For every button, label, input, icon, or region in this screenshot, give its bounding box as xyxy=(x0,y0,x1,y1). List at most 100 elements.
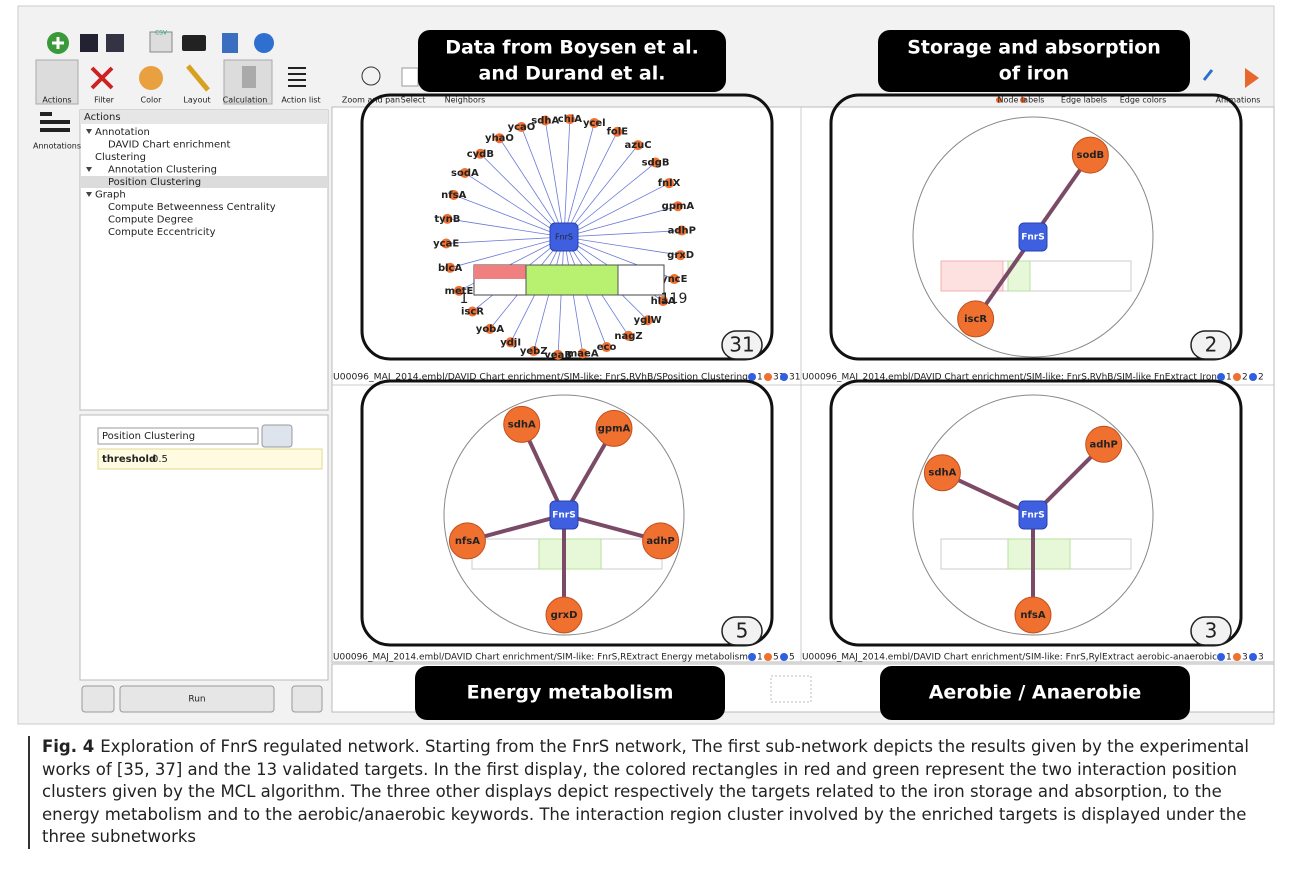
node-label: gpmA xyxy=(662,201,695,212)
badge-count: 31 xyxy=(729,333,754,357)
count-label: 3 xyxy=(1242,653,1248,663)
node-label: azuC xyxy=(625,140,652,151)
node-label: ycaE xyxy=(433,238,459,249)
path-label: U00096_MAJ_2014.embl/DAVID Chart enrichm… xyxy=(802,653,1217,663)
count-label: 2 xyxy=(1258,373,1264,383)
tree-group: Annotation xyxy=(95,127,150,138)
cluster-box xyxy=(1008,539,1070,569)
node-label: iscR xyxy=(461,306,484,317)
toolbar-label: Actions xyxy=(42,96,71,105)
node-label: ycel xyxy=(583,118,606,129)
center-label: FnrS xyxy=(1021,511,1044,521)
count-dot xyxy=(748,653,756,661)
count-dot xyxy=(1217,653,1225,661)
node-label: adhP xyxy=(1090,439,1118,450)
badge-count: 2 xyxy=(1205,333,1218,357)
node-label: yebZ xyxy=(520,346,548,357)
node-label: folE xyxy=(607,127,629,138)
callout-text: Storage and absorption xyxy=(907,37,1161,59)
node-label: nfsA xyxy=(1020,610,1045,621)
node-label: cydB xyxy=(467,149,494,160)
count-dot xyxy=(1249,373,1257,381)
node-label: sodA xyxy=(451,168,479,179)
toolbar-label: Color xyxy=(141,96,163,105)
node-label: sdhA xyxy=(531,115,559,126)
node-label: yobA xyxy=(476,324,505,335)
count-label: 5 xyxy=(789,653,795,663)
center-label: FnrS xyxy=(555,233,573,242)
toolbar-label: Filter xyxy=(94,96,115,105)
settings-button[interactable] xyxy=(262,425,292,447)
cluster-box xyxy=(526,265,618,295)
tree-item: Position Clustering xyxy=(108,177,201,188)
node-label: ydjI xyxy=(500,337,521,348)
tree-group: Graph xyxy=(95,190,126,201)
node-label: chiA xyxy=(558,114,582,125)
toolbar-label: Node labels xyxy=(998,96,1045,105)
node-label: fnlX xyxy=(658,178,681,189)
node-label: nfsA xyxy=(455,536,480,547)
node-label: sdhA xyxy=(508,419,536,430)
badge-count: 3 xyxy=(1205,619,1218,643)
count-label: 1 xyxy=(1226,373,1232,383)
node-label: adhP xyxy=(646,536,674,547)
screenshot: ActionsFilterColorLayoutCalculationActio… xyxy=(0,0,1292,730)
badge-count: 5 xyxy=(736,619,749,643)
count-dot xyxy=(780,653,788,661)
node-label: gpmA xyxy=(598,423,631,434)
count-dot xyxy=(748,373,756,381)
callout-text: Data from Boysen et al. xyxy=(445,37,699,59)
tree-group: Clustering xyxy=(95,152,146,163)
toolbar-label: Select xyxy=(401,96,426,105)
count-label: 1 xyxy=(1226,653,1232,663)
param-name: threshold xyxy=(102,454,156,465)
count-dot xyxy=(1217,373,1225,381)
count-label: 2 xyxy=(1242,373,1248,383)
node-label: grxD xyxy=(551,610,578,621)
run-label: Run xyxy=(188,695,205,705)
tree-item: DAVID Chart enrichment xyxy=(108,140,231,151)
node-label: blcA xyxy=(438,263,463,274)
save-button[interactable] xyxy=(82,686,114,712)
caption-text: Exploration of FnrS regulated network. S… xyxy=(42,737,1249,846)
count-label: 1 xyxy=(757,653,763,663)
cluster-box xyxy=(539,539,601,569)
csv-label: CSV xyxy=(155,30,168,37)
node-label: tynB xyxy=(434,214,460,225)
param-value: 0.5 xyxy=(152,454,168,465)
panel-title: Actions xyxy=(84,112,121,123)
center-label: FnrS xyxy=(552,511,575,521)
node-label: nagZ xyxy=(614,331,642,342)
toolbar-label: Edge colors xyxy=(1120,96,1167,105)
toolbar-label: Edge labels xyxy=(1061,96,1107,105)
node-label: yncE xyxy=(661,274,688,285)
count-label: 1 xyxy=(757,373,763,383)
callout-text: of iron xyxy=(999,63,1069,85)
center-label: FnrS xyxy=(1021,233,1044,243)
count-label: 5 xyxy=(773,653,779,663)
node-label: nfsA xyxy=(441,190,466,201)
count-dot xyxy=(780,373,788,381)
scale-label: 119 xyxy=(661,291,688,307)
cluster-box xyxy=(941,261,1003,291)
path-label: U00096_MAJ_2014.embl/DAVID Chart enrichm… xyxy=(333,653,748,663)
node-label: sdhA xyxy=(928,468,956,479)
count-label: 31 xyxy=(789,373,800,383)
tree-item: Compute Degree xyxy=(108,215,193,226)
node-label: eco xyxy=(597,342,617,353)
algorithm-name: Position Clustering xyxy=(102,431,195,442)
node-label: grxD xyxy=(667,250,694,261)
toolbar-label: Neighbors xyxy=(445,96,486,105)
node-label: sdgB xyxy=(642,158,670,169)
toolbar-label: Calculation xyxy=(223,96,268,105)
callout-text: and Durand et al. xyxy=(479,63,666,85)
count-dot xyxy=(1233,653,1241,661)
count-label: 3 xyxy=(1258,653,1264,663)
node-label: yhaO xyxy=(485,133,514,144)
clean-button[interactable] xyxy=(292,686,322,712)
sidebar-label: Annotations xyxy=(33,142,81,151)
node-label: sodB xyxy=(1077,150,1105,161)
callout-text: Aerobie / Anaerobie xyxy=(929,682,1142,704)
node-label: iscR xyxy=(964,314,987,325)
figure-label: Fig. 4 xyxy=(42,737,94,756)
